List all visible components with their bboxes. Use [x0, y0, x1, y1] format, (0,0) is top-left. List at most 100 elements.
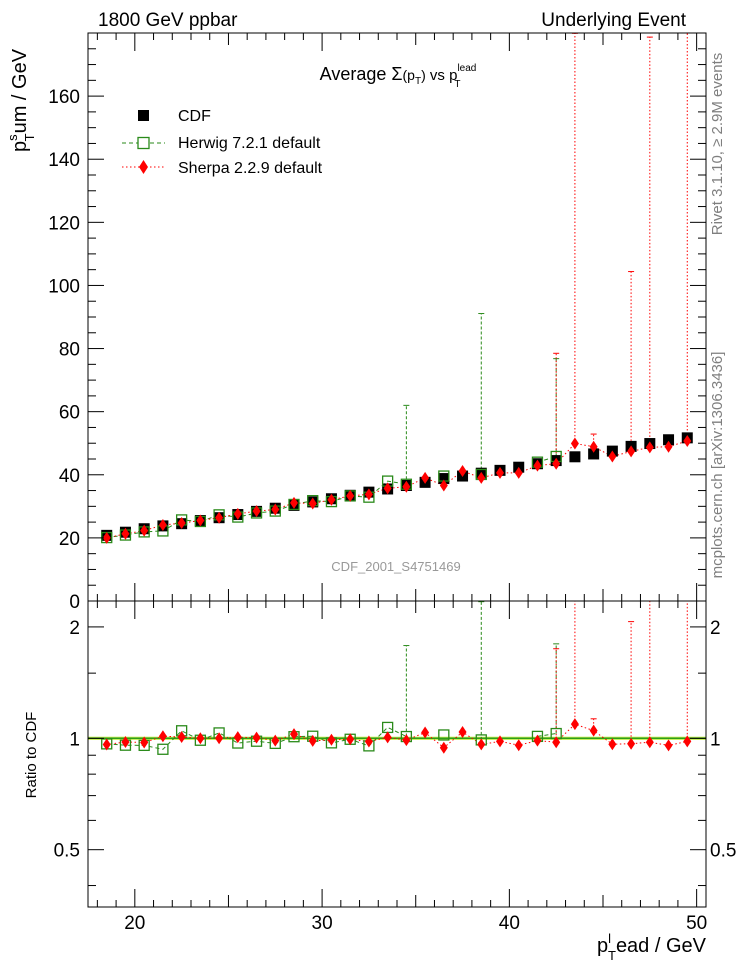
ratio-y-axis-label: Ratio to CDF: [23, 712, 40, 799]
main-ytick-label: 0: [69, 592, 80, 613]
ratio-ytick-label-right: 0.5: [710, 841, 736, 862]
ratio-sherpa-point: [233, 731, 242, 744]
header-right: Underlying Event: [541, 10, 686, 31]
legend-label-cdf: CDF: [178, 108, 211, 125]
rivet-label: Rivet 3.1.10, ≥ 2.9M events: [709, 53, 726, 236]
ratio-sherpa-point: [496, 735, 504, 748]
ratio-sherpa-point: [140, 736, 149, 749]
sherpa-line: [106, 440, 688, 539]
main-ytick-label: 140: [48, 150, 80, 171]
legend-marker-sherpa: [139, 160, 148, 174]
cdf-point: [663, 434, 675, 446]
main-ytick-label: 40: [59, 466, 80, 487]
sherpa-point: [608, 450, 617, 463]
ratio-sherpa-point: [346, 733, 355, 746]
sherpa-point: [402, 480, 411, 493]
ratio-ytick-label: 2: [69, 618, 80, 639]
ratio-sherpa-point: [383, 731, 392, 744]
ratio-ytick-label: 0.5: [54, 841, 80, 862]
ratio-sherpa-point: [271, 734, 280, 747]
ratio-sherpa-point: [570, 718, 579, 731]
ratio-sherpa-point: [290, 728, 298, 741]
sherpa-point: [327, 493, 336, 506]
sherpa-point: [496, 466, 504, 479]
sherpa-point: [140, 524, 149, 537]
ratio-sherpa-point: [627, 737, 636, 750]
ratio-sherpa-point: [177, 731, 186, 744]
ratio-sherpa-point: [421, 726, 430, 739]
sherpa-point: [102, 531, 111, 544]
ratio-sherpa-point: [121, 736, 130, 749]
sherpa-point: [439, 479, 448, 492]
sherpa-point: [664, 440, 673, 453]
ratio-sherpa-point: [683, 735, 692, 748]
main-ytick-label: 100: [48, 276, 80, 297]
sherpa-point: [589, 440, 598, 453]
ratio-sherpa-point: [458, 725, 467, 738]
legend-label-herwig: Herwig 7.2.1 default: [178, 135, 321, 152]
ratio-sherpa-point: [552, 736, 561, 749]
legend: CDF Herwig 7.2.1 default Sherpa 2.2.9 de…: [122, 108, 323, 177]
ratio-panel: 0.5 1 2 0.5 1 2 Ratio to CDF: [23, 600, 736, 908]
sherpa-point: [233, 507, 242, 520]
sherpa-point: [196, 514, 205, 527]
ratio-sherpa-point: [664, 739, 673, 752]
ratio-herwig-line: [537, 733, 557, 737]
x-tick-label: 20: [124, 913, 145, 934]
analysis-watermark: CDF_2001_S4751469: [331, 559, 460, 574]
ratio-frame: [87, 600, 707, 908]
header-left: 1800 GeV ppbar: [98, 10, 238, 31]
cdf-point: [588, 448, 600, 460]
ratio-sherpa-point: [102, 738, 111, 751]
ratio-herwig-point: [157, 743, 169, 755]
x-tick-label: 30: [312, 913, 333, 934]
cdf-point: [438, 473, 450, 485]
sherpa-point: [533, 459, 542, 472]
sherpa-point: [645, 441, 654, 454]
chart-title: Average Σ(pT) vs plead T: [320, 63, 477, 90]
sherpa-point: [290, 496, 298, 509]
sherpa-point: [271, 503, 280, 516]
ratio-sherpa-point: [158, 730, 167, 743]
sherpa-point: [552, 457, 561, 470]
main-ytick-label: 80: [59, 340, 80, 361]
ratio-sherpa-point: [439, 741, 448, 754]
ratio-ytick-label: 1: [69, 729, 80, 750]
ratio-sherpa-point: [589, 724, 598, 737]
ratio-sherpa-point: [252, 731, 261, 744]
main-ytick-label: 120: [48, 213, 80, 234]
sherpa-point: [477, 471, 486, 484]
main-ytick-label: 60: [59, 403, 80, 424]
ratio-sherpa-point: [196, 732, 205, 745]
sherpa-point: [215, 511, 224, 524]
sherpa-point: [121, 527, 130, 540]
ratio-sherpa-point: [514, 739, 523, 752]
x-tick-label: 40: [499, 913, 520, 934]
sherpa-point: [627, 445, 636, 458]
ratio-ytick-label-right: 1: [710, 729, 721, 750]
ratio-sherpa-point: [364, 735, 373, 748]
ratio-herwig-point: [438, 729, 450, 741]
ratio-sherpa-point: [215, 732, 224, 745]
ratio-sherpa-point: [645, 736, 654, 749]
sherpa-point: [346, 489, 355, 502]
ratio-ytick-label-right: 2: [710, 618, 721, 639]
legend-label-sherpa: Sherpa 2.2.9 default: [178, 160, 323, 177]
main-ytick-label: 160: [48, 87, 80, 108]
ratio-sherpa-point: [533, 734, 542, 747]
sherpa-point: [683, 435, 692, 448]
sherpa-point: [252, 505, 261, 518]
legend-marker-herwig: [137, 136, 150, 150]
sherpa-point: [177, 517, 186, 530]
sherpa-point: [570, 437, 579, 450]
sherpa-point: [308, 497, 317, 510]
sherpa-point: [158, 518, 167, 531]
ratio-sherpa-point: [402, 734, 411, 747]
ratio-sherpa-point: [327, 733, 336, 746]
sherpa-point: [364, 488, 373, 501]
x-tick-label: 50: [686, 913, 707, 934]
ratio-sherpa-point: [308, 734, 317, 747]
sherpa-point: [421, 471, 430, 484]
ratio-sherpa-point: [477, 738, 486, 751]
